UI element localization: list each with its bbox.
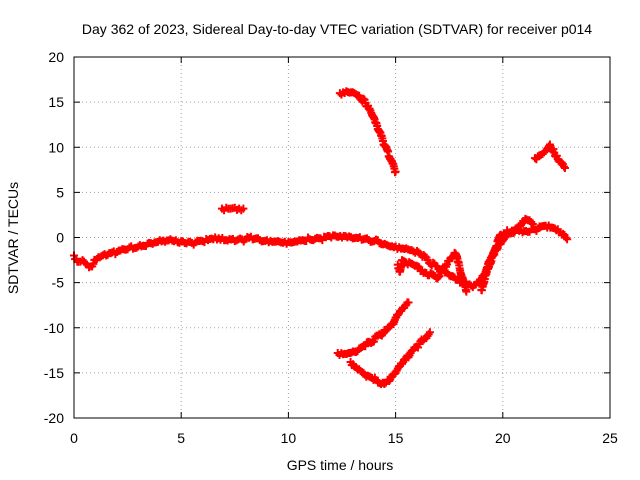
x-tick-label: 0 xyxy=(70,430,78,446)
x-tick-label: 10 xyxy=(281,430,297,446)
y-tick-label: -5 xyxy=(52,275,65,291)
y-tick-label: 0 xyxy=(56,230,64,246)
x-tick-label: 5 xyxy=(177,430,185,446)
y-axis-label: SDTVAR / TECUs xyxy=(5,182,21,294)
y-tick-label: -15 xyxy=(44,365,64,381)
y-tick-label: 15 xyxy=(48,94,64,110)
series-transient-dips xyxy=(393,248,471,296)
data-point-marker xyxy=(359,94,368,103)
data-point-marker xyxy=(380,379,389,388)
data-point-marker xyxy=(404,298,413,307)
y-tick-label: 5 xyxy=(56,184,64,200)
chart-title: Day 362 of 2023, Sidereal Day-to-day VTE… xyxy=(82,21,592,37)
y-tick-labels: -20 -15 -10 -5 0 5 10 15 20 xyxy=(44,49,64,426)
data-point-marker xyxy=(563,235,572,244)
data-points xyxy=(70,87,572,389)
series-descending-arc xyxy=(335,87,400,177)
series-upper-right-segment xyxy=(530,140,569,173)
series-lower-upper-branch xyxy=(333,298,413,360)
data-point-marker xyxy=(425,328,434,337)
data-point-marker xyxy=(462,287,471,296)
x-tick-label: 15 xyxy=(388,430,404,446)
series-rising-secondary xyxy=(477,214,537,295)
series-main-band xyxy=(70,231,400,272)
x-tick-label: 20 xyxy=(495,430,511,446)
y-tick-label: 20 xyxy=(48,49,64,65)
data-point-marker xyxy=(391,167,400,176)
x-tick-labels: 0 5 10 15 20 25 xyxy=(70,430,618,446)
series-lower-u-branch xyxy=(346,328,434,389)
data-point-marker xyxy=(413,262,422,271)
data-point-marker xyxy=(361,342,370,351)
axis-ticks xyxy=(73,56,611,419)
series-short-segment xyxy=(217,203,248,215)
data-point-marker xyxy=(239,204,248,213)
y-tick-label: -20 xyxy=(44,410,64,426)
data-point-marker xyxy=(559,162,568,171)
x-tick-label: 25 xyxy=(602,430,618,446)
x-axis-label: GPS time / hours xyxy=(287,457,394,473)
data-point-marker xyxy=(528,219,537,228)
y-tick-label: 10 xyxy=(48,139,64,155)
data-point-marker xyxy=(560,164,569,173)
data-point-marker xyxy=(398,359,407,368)
y-tick-label: -10 xyxy=(44,320,64,336)
data-point-marker xyxy=(369,337,378,346)
